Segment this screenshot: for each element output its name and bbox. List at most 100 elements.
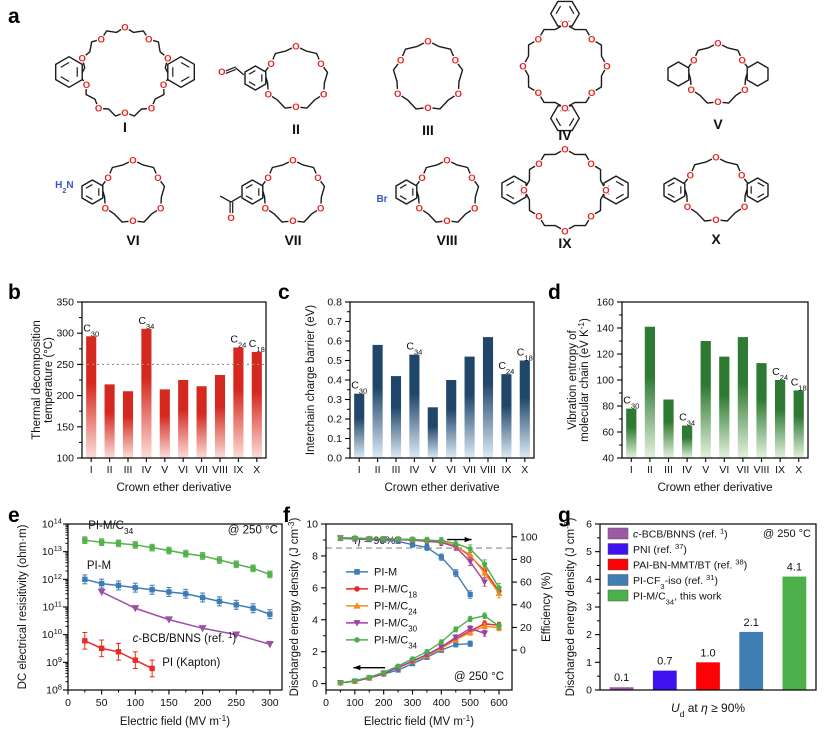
svg-text:O: O — [121, 22, 128, 33]
svg-text:O: O — [154, 173, 161, 184]
svg-text:O: O — [317, 59, 324, 70]
svg-text:Crown ether derivative: Crown ether derivative — [116, 482, 231, 494]
svg-text:PI-M/C30: PI-M/C30 — [374, 618, 418, 634]
svg-text:PAI-BN-MMT/BT (ref. 38): PAI-BN-MMT/BT (ref. 38) — [633, 557, 747, 572]
bar-X — [251, 351, 262, 458]
svg-text:O: O — [314, 173, 321, 184]
svg-text:O: O — [262, 203, 269, 214]
chart-dc-resistivity: 108 109 1010 1011 1012 1013 1014 0 50 100 150 200 25… — [14, 514, 292, 740]
svg-text:Crown ether derivative: Crown ether derivative — [384, 482, 499, 494]
bar-I — [354, 393, 365, 458]
bar-VIII — [482, 337, 494, 458]
svg-text:H2N: H2N — [55, 180, 73, 195]
bar-VI — [178, 380, 189, 458]
svg-text:250: 250 — [56, 359, 74, 371]
svg-text:VI: VI — [446, 464, 456, 476]
svg-text:O: O — [443, 216, 450, 227]
svg-text:300: 300 — [404, 697, 422, 709]
svg-text:60: 60 — [520, 577, 532, 589]
svg-text:O: O — [292, 41, 299, 52]
svg-text:C34: C34 — [679, 412, 695, 428]
svg-text:O: O — [129, 216, 136, 227]
svg-text:O: O — [102, 203, 109, 214]
svg-text:20: 20 — [520, 622, 532, 634]
bar-5 — [782, 576, 807, 690]
svg-text:C18: C18 — [517, 347, 533, 363]
panel-letter-b: b — [8, 281, 21, 304]
svg-text:4.1: 4.1 — [787, 562, 802, 574]
svg-text:100: 100 — [346, 697, 364, 709]
svg-text:V: V — [713, 116, 723, 132]
svg-text:O: O — [95, 104, 102, 115]
svg-text:PI-M/C34: PI-M/C34 — [374, 635, 418, 651]
svg-text:C34: C34 — [406, 341, 422, 357]
bar-3 — [696, 662, 720, 690]
svg-text:O: O — [416, 203, 423, 214]
svg-text:3: 3 — [586, 602, 592, 614]
svg-text:PI-M: PI-M — [87, 560, 111, 572]
bar-VII — [737, 337, 749, 458]
svg-text:molecular chain (eV K-1): molecular chain (eV K-1) — [577, 318, 592, 442]
svg-text:O: O — [714, 97, 721, 108]
svg-text:O: O — [83, 80, 90, 91]
svg-text:0.3: 0.3 — [327, 394, 342, 406]
bar-X — [793, 390, 804, 458]
bar-VI — [446, 380, 457, 458]
svg-text:IV: IV — [409, 464, 419, 476]
svg-text:O: O — [468, 173, 475, 184]
structure-III: O O O O O O III — [392, 36, 464, 138]
svg-text:50: 50 — [96, 697, 108, 709]
svg-text:Electric field (MV m-1): Electric field (MV m-1) — [364, 714, 474, 729]
svg-text:500: 500 — [461, 697, 479, 709]
svg-text:O: O — [265, 89, 272, 100]
svg-text:IV: IV — [141, 464, 151, 476]
svg-text:VIII: VIII — [754, 464, 770, 476]
chart-interchain-charge-barrier: 0.0 0.1 0.2 0.3 0.4 0.5 0.6 0.7 0.8 I II III IV V VI VI… — [300, 292, 540, 509]
svg-text:III: III — [422, 122, 434, 138]
svg-text:PI-CF3-iso (ref. 31): PI-CF3-iso (ref. 31) — [633, 573, 718, 591]
structure-VIII: O O O O O O Br VIII — [376, 155, 480, 248]
bar-V — [427, 407, 438, 458]
svg-text:X: X — [253, 464, 260, 476]
svg-text:O: O — [104, 173, 111, 184]
svg-text:@ 250 °C: @ 250 °C — [763, 528, 811, 540]
svg-text:II: II — [647, 464, 653, 476]
svg-text:VII: VII — [284, 232, 301, 248]
svg-text:300: 300 — [56, 328, 74, 340]
svg-text:0.2: 0.2 — [327, 414, 342, 426]
svg-text:6: 6 — [312, 582, 318, 594]
chart-svg-c: 0.00.10.20.30.40.50.60.70.8I II III IV V VI VI… — [305, 297, 535, 494]
svg-text:O: O — [157, 203, 164, 214]
svg-text:I: I — [90, 464, 93, 476]
svg-text:II: II — [375, 464, 381, 476]
bar-4 — [739, 631, 764, 690]
series — [337, 535, 502, 686]
svg-text:X: X — [521, 464, 528, 476]
bar-VI — [719, 356, 730, 458]
svg-text:1013: 1013 — [42, 544, 62, 559]
chart-thermal-decomposition: 100 150 200 250 300 350 I II III IV V VI VII VIII IX X C… — [30, 292, 272, 509]
svg-text:0: 0 — [323, 697, 329, 709]
series — [82, 574, 273, 620]
svg-text:O: O — [535, 88, 542, 99]
svg-text:O: O — [424, 103, 431, 114]
svg-text:140: 140 — [596, 323, 614, 335]
svg-text:VI: VI — [178, 464, 188, 476]
svg-text:@ 250 °C: @ 250 °C — [228, 525, 278, 537]
svg-text:0.4: 0.4 — [327, 375, 342, 387]
svg-text:O: O — [561, 226, 568, 237]
svg-text:V: V — [702, 464, 709, 476]
svg-text:350: 350 — [56, 297, 74, 309]
svg-text:100: 100 — [596, 375, 614, 387]
svg-text:O: O — [218, 67, 225, 78]
svg-text:O: O — [741, 202, 748, 213]
svg-text:160: 160 — [596, 297, 614, 309]
svg-text:O: O — [587, 159, 594, 170]
svg-text:O: O — [145, 35, 152, 46]
svg-text:O: O — [741, 85, 748, 96]
svg-text:O: O — [121, 108, 128, 119]
svg-text:PI-M/C24: PI-M/C24 — [374, 601, 418, 617]
